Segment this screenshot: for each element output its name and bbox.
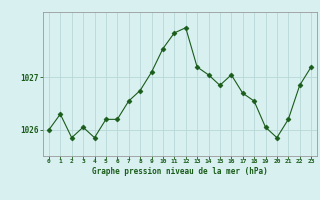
X-axis label: Graphe pression niveau de la mer (hPa): Graphe pression niveau de la mer (hPa) xyxy=(92,167,268,176)
